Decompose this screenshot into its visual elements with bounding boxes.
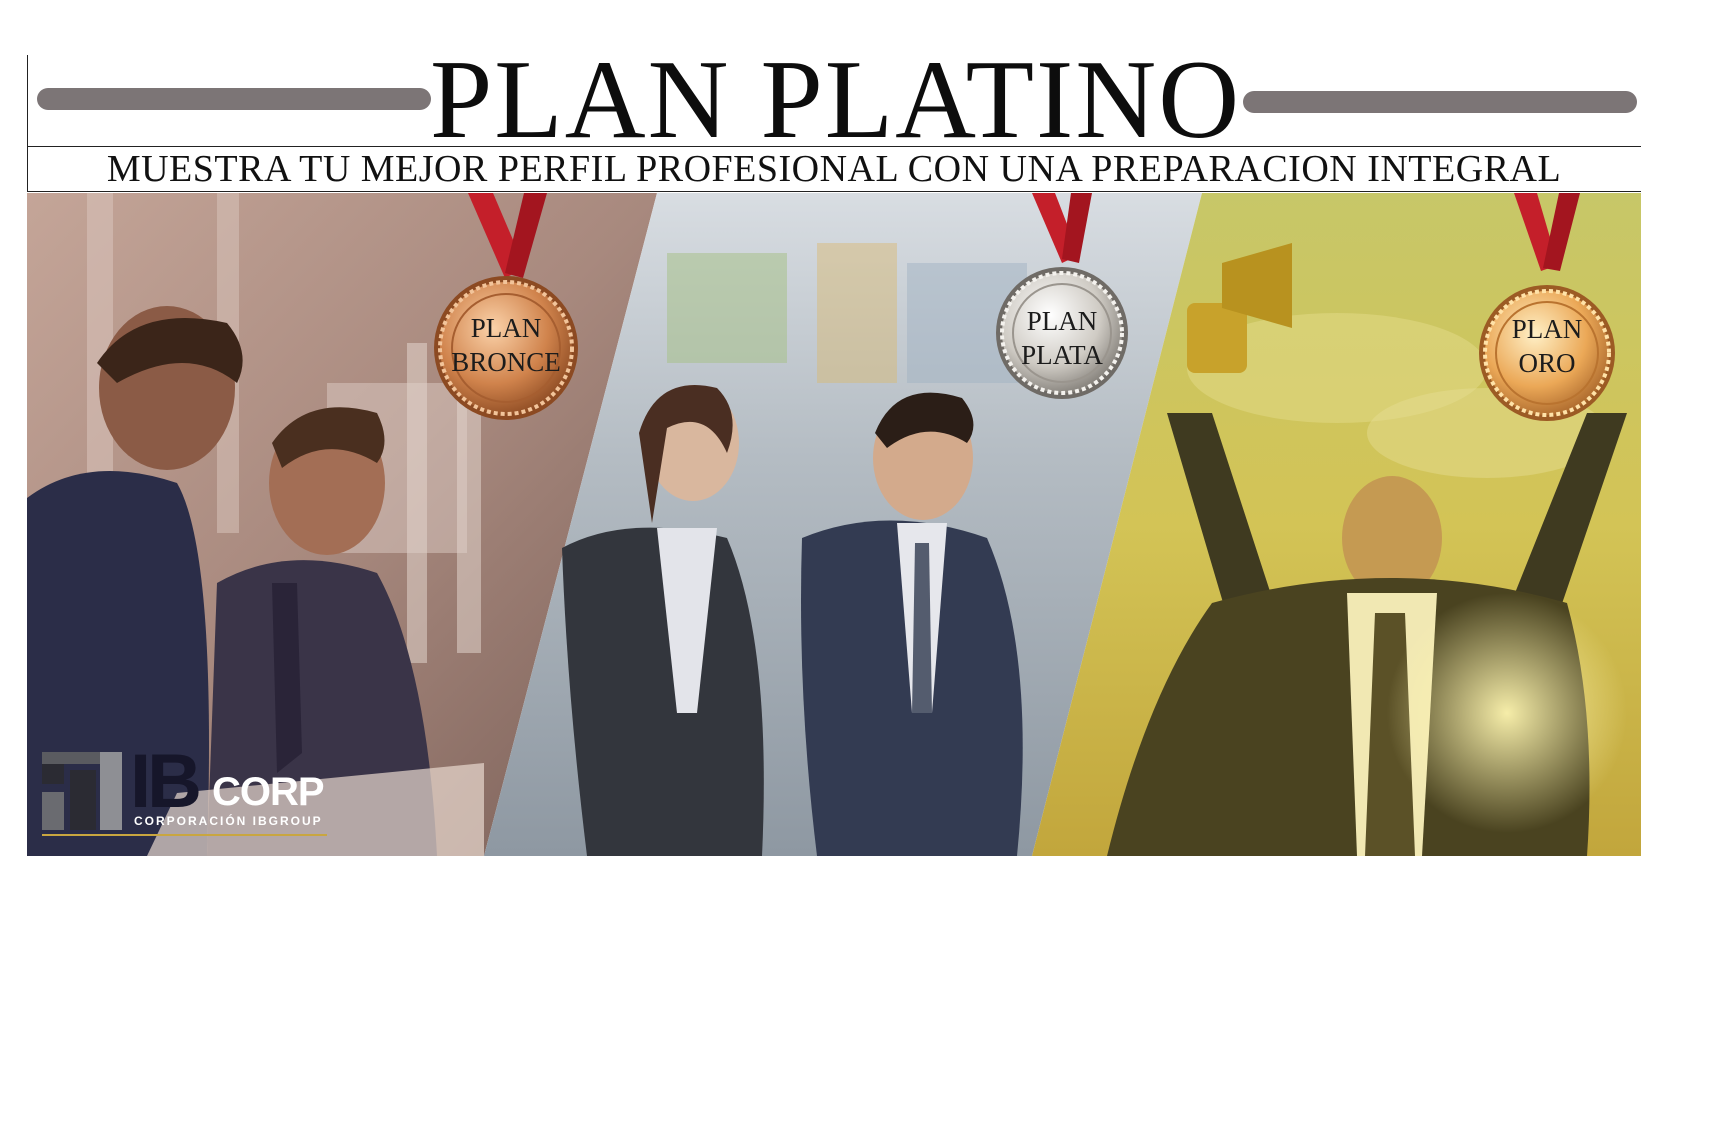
gold-medal-line2: ORO	[1518, 348, 1576, 378]
page-title: PLAN PLATINO	[430, 38, 1242, 162]
header-bottom-rule	[27, 191, 1641, 192]
silver-medal-label: PLAN PLATA	[992, 304, 1132, 372]
silver-ribbon	[1032, 193, 1092, 263]
gold-ribbon	[1514, 193, 1580, 271]
bronze-medal-label: PLAN BRONCE	[436, 311, 576, 379]
silver-medal-line1: PLAN	[1026, 306, 1098, 336]
gold-medal-label: PLAN ORO	[1477, 312, 1617, 380]
silver-medal-line2: PLATA	[1021, 340, 1103, 370]
logo-ib-text: IB	[130, 739, 202, 824]
logo-mark-icon	[42, 752, 122, 830]
plans-banner: PLAN BRONCE PLAN PLATA PLAN ORO	[27, 193, 1641, 856]
silver-panel	[484, 193, 1202, 856]
logo-tagline: CORPORACIÓN IBGROUP	[134, 814, 323, 828]
bronze-medal-icon	[434, 276, 578, 420]
decorative-bar-right	[1243, 91, 1637, 113]
header-left-border	[27, 55, 28, 192]
logo-underline	[42, 834, 327, 836]
bronze-medal-line1: PLAN	[470, 313, 542, 343]
silver-medal-icon	[996, 267, 1128, 399]
header-divider	[27, 146, 1641, 147]
page-subtitle: MUESTRA TU MEJOR PERFIL PROFESIONAL CON …	[106, 148, 1562, 190]
logo-corp-text: CORP	[212, 770, 325, 814]
gold-medal-icon	[1479, 285, 1615, 421]
decorative-bar-left	[37, 88, 431, 110]
gold-medal-line1: PLAN	[1511, 314, 1583, 344]
bronze-ribbon	[468, 193, 547, 278]
bronze-medal-line2: BRONCE	[451, 347, 561, 377]
ibcorp-logo: IB CORP CORPORACIÓN IBGROUP	[42, 739, 342, 838]
